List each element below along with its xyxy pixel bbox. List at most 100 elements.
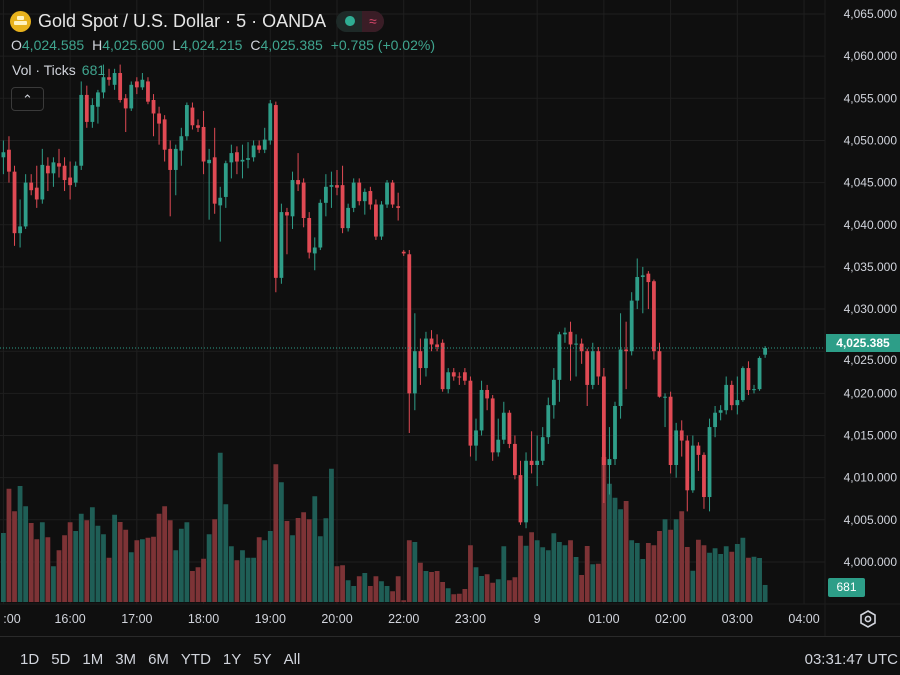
candle-down — [201, 126, 206, 162]
candle-down — [168, 148, 173, 170]
volume-bar — [45, 537, 51, 602]
volume-bar — [623, 501, 629, 602]
candle-down — [29, 182, 34, 191]
volume-bar — [195, 567, 201, 602]
volume-value: 681 — [81, 62, 106, 78]
volume-bar — [184, 522, 190, 602]
volume-bar — [551, 533, 557, 602]
candle-up — [629, 300, 634, 352]
candle-up — [540, 437, 545, 461]
volume-bar — [568, 540, 573, 602]
volume-bar — [340, 565, 345, 602]
volume-bar — [662, 519, 668, 602]
utc-clock[interactable]: 03:31:47 UTC — [804, 651, 898, 668]
candle-up — [563, 332, 567, 335]
volume-bar — [529, 532, 534, 602]
candle-down — [652, 281, 656, 352]
candle-down — [84, 94, 89, 122]
symbol-title[interactable]: Gold Spot / U.S. Dollar · 5 · OANDA — [38, 10, 327, 31]
candle-up — [329, 185, 334, 187]
volume-legend[interactable]: Vol · Ticks 681 — [12, 62, 105, 78]
range-all[interactable]: All — [283, 651, 301, 668]
candle-down — [34, 187, 39, 200]
volume-bar — [106, 557, 112, 602]
candle-down — [134, 81, 139, 88]
volume-bar — [117, 522, 123, 602]
volume-bar — [495, 579, 501, 602]
candle-down — [12, 171, 17, 234]
candle-up — [535, 460, 540, 466]
volume-bar — [279, 482, 284, 602]
candle-down — [457, 376, 462, 378]
candle-up — [229, 153, 234, 163]
volume-bar — [56, 550, 62, 602]
volume-bar — [668, 529, 673, 602]
candle-up — [590, 351, 595, 385]
collapse-legend-button[interactable]: ⌃ — [11, 87, 44, 111]
candle-down — [374, 204, 378, 237]
volume-bar — [323, 518, 329, 602]
volume-bar — [62, 535, 67, 602]
candle-up — [251, 145, 256, 158]
volume-bar — [690, 570, 696, 602]
candle-up — [173, 148, 178, 170]
market-status-badge[interactable]: ≈ — [336, 10, 385, 32]
volume-bar — [390, 591, 395, 602]
price-axis-label: 4,035.000 — [844, 260, 898, 274]
range-3m[interactable]: 3M — [115, 651, 137, 668]
candle-up — [663, 396, 667, 398]
range-1d[interactable]: 1D — [20, 651, 40, 668]
range-5d[interactable]: 5D — [51, 651, 71, 668]
candle-down — [401, 251, 406, 254]
volume-bar — [306, 519, 312, 602]
range-6m[interactable]: 6M — [148, 651, 169, 668]
price-axis-label: 4,000.000 — [844, 555, 898, 569]
close-label: C — [250, 37, 261, 53]
volume-bar — [134, 540, 140, 602]
candle-up — [323, 186, 328, 203]
price-axis-label: 4,005.000 — [844, 513, 898, 527]
volume-bar — [757, 558, 762, 602]
candle-down — [301, 182, 306, 219]
candle-down — [568, 331, 573, 345]
volume-bar — [740, 537, 746, 602]
volume-bar — [295, 518, 301, 602]
candle-down — [746, 368, 751, 390]
volume-bar — [506, 580, 512, 602]
range-5y[interactable]: 5Y — [253, 651, 272, 668]
volume-bar — [73, 531, 79, 602]
range-1y[interactable]: 1Y — [222, 651, 242, 668]
time-axis-label: 9 — [534, 612, 541, 626]
volume-bar — [573, 557, 579, 602]
volume-bar — [362, 573, 368, 602]
settings-hexagon-icon[interactable] — [858, 609, 878, 629]
candle-up — [23, 182, 28, 227]
candle-down — [212, 157, 217, 204]
volume-bar — [234, 560, 240, 602]
candle-up — [474, 430, 478, 446]
candle-up — [740, 368, 745, 401]
volume-bar — [607, 483, 612, 602]
volume-bar — [329, 468, 334, 602]
price-axis-label: 4,015.000 — [844, 429, 898, 443]
symbol-header: Gold Spot / U.S. Dollar · 5 · OANDA ≈ — [10, 9, 385, 33]
volume-bar — [418, 562, 423, 602]
candle-up — [757, 357, 762, 390]
candle-up — [318, 202, 323, 248]
high-value: 4,025.600 — [102, 37, 165, 53]
volume-bar — [217, 452, 223, 602]
range-ytd[interactable]: YTD — [180, 651, 211, 668]
candle-up — [424, 338, 428, 369]
current-volume-label: 681 — [828, 578, 865, 597]
candlestick-chart[interactable]: 4,065.000 4,060.000 4,055.000 4,050.000 4,04… — [0, 0, 900, 636]
candle-up — [112, 73, 117, 85]
price-axis-label: 4,030.000 — [844, 302, 898, 316]
price-axis-label: 4,055.000 — [844, 91, 898, 105]
range-1m[interactable]: 1M — [82, 651, 104, 668]
candle-down — [462, 372, 467, 381]
candle-up — [640, 275, 645, 278]
time-axis-label: 19:00 — [255, 612, 286, 626]
candle-up — [18, 226, 22, 234]
candle-down — [357, 182, 362, 202]
low-value: 4,024.215 — [180, 37, 243, 53]
